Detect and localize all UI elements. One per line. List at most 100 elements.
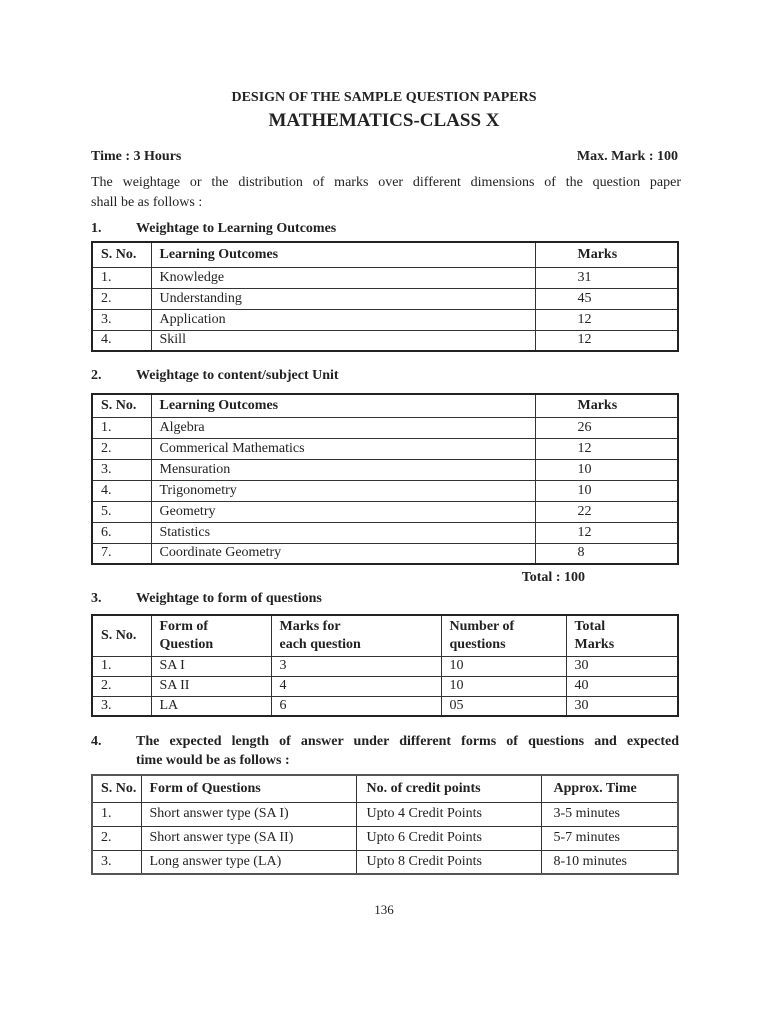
table-cell: 10 [534, 479, 679, 502]
table-row: 3. Mensuration 10 [91, 458, 679, 481]
section-3-heading: Weightage to form of questions [136, 591, 322, 606]
table-row: 1. SA I 3 10 30 [91, 655, 679, 676]
table-cell: Geometry [150, 500, 536, 523]
table-header-row: S. No. Learning Outcomes Marks [91, 241, 679, 268]
column-header: S. No. [91, 241, 152, 268]
table-row: 1. Algebra 26 [91, 416, 679, 439]
table-cell: 1. [91, 801, 142, 827]
table-cell: 6. [91, 521, 152, 544]
table-row: 3. LA 6 05 30 [91, 695, 679, 716]
total-label: Total : 100 [521, 570, 585, 585]
table-cell: Short answer type (SA I) [140, 801, 357, 827]
learning-outcomes-table: S. No. Learning Outcomes Marks 1. Knowledge 3… [91, 241, 679, 352]
table-cell: 10 [534, 458, 679, 481]
table-cell: Upto 6 Credit Points [355, 825, 542, 851]
table-cell: 05 [440, 695, 567, 716]
table-cell: 1. [91, 655, 152, 676]
table-cell: 1. [91, 266, 152, 289]
table-row: 2. Understanding 45 [91, 287, 679, 310]
table-row: 4. Skill 12 [91, 329, 679, 352]
intro-line-2: shall be as follows : [91, 195, 203, 210]
table-cell: 5-7 minutes [540, 825, 679, 851]
document-subtitle: MATHEMATICS-CLASS X [268, 110, 500, 131]
table-cell: 30 [565, 695, 679, 716]
table-cell: 2. [91, 437, 152, 460]
column-header: S. No. [91, 393, 152, 418]
column-header: S. No. [91, 774, 142, 803]
table-cell: 3-5 minutes [540, 801, 679, 827]
column-header: Form of Questions [140, 774, 357, 803]
table-cell: Upto 8 Credit Points [355, 849, 542, 875]
table-cell: Algebra [150, 416, 536, 439]
table-row: 2. SA II 4 10 40 [91, 675, 679, 696]
column-header: S. No. [91, 615, 152, 656]
table-cell: 40 [565, 675, 679, 696]
table-cell: SA II [150, 675, 272, 696]
table-cell: 3. [91, 308, 152, 331]
table-cell: 12 [534, 329, 679, 352]
table-cell: 30 [565, 655, 679, 676]
section-4-number: 4. [91, 734, 102, 749]
table-cell: 2. [91, 287, 152, 310]
table-cell: Upto 4 Credit Points [355, 801, 542, 827]
question-form-table: S. No. Form of Question Marks for each que… [91, 614, 679, 717]
table-cell: 22 [534, 500, 679, 523]
table-cell: 6 [270, 695, 442, 716]
column-header: Number of questions [440, 615, 567, 656]
table-cell: 7. [91, 542, 152, 565]
table-cell: Long answer type (LA) [140, 849, 357, 875]
table-cell: Statistics [150, 521, 536, 544]
table-cell: SA I [150, 655, 272, 676]
section-4-heading-line-2: time would be as follows : [136, 753, 290, 768]
column-header: Learning Outcomes [150, 393, 536, 418]
table-header-row: S. No. Learning Outcomes Marks [91, 393, 679, 418]
table-header-row: S. No. Form of Question Marks for each que… [91, 615, 679, 656]
table-cell: Knowledge [150, 266, 536, 289]
table-cell: 2. [91, 675, 152, 696]
column-header: Approx. Time [540, 774, 679, 803]
table-cell: Skill [150, 329, 536, 352]
column-header: Learning Outcomes [150, 241, 536, 268]
table-row: 1. Knowledge 31 [91, 266, 679, 289]
table-cell: 3. [91, 458, 152, 481]
table-cell: Trigonometry [150, 479, 536, 502]
page-number: 136 [374, 902, 394, 917]
table-cell: 8 [534, 542, 679, 565]
column-header: Marks for each question [270, 615, 442, 656]
table-cell: 12 [534, 437, 679, 460]
table-header-row: S. No. Form of Questions No. of credit poi… [91, 774, 679, 803]
table-cell: Coordinate Geometry [150, 542, 536, 565]
table-row: 4. Trigonometry 10 [91, 479, 679, 502]
table-cell: Commerical Mathematics [150, 437, 536, 460]
table-cell: 4. [91, 329, 152, 352]
column-header: Marks [534, 241, 679, 268]
table-row: 3. Long answer type (LA) Upto 8 Credit Poi… [91, 849, 679, 875]
table-cell: 31 [534, 266, 679, 289]
document-title: DESIGN OF THE SAMPLE QUESTION PAPERS [231, 90, 537, 105]
max-mark-label: Max. Mark : 100 [576, 149, 678, 164]
intro-line-1: The weightage or the distribution of mar… [91, 175, 681, 190]
table-cell: LA [150, 695, 272, 716]
table-cell: 3. [91, 849, 142, 875]
section-2-number: 2. [91, 368, 102, 383]
column-header: Total Marks [565, 615, 679, 656]
table-row: 1. Short answer type (SA I) Upto 4 Credit … [91, 801, 679, 827]
table-row: 2. Commerical Mathematics 12 [91, 437, 679, 460]
table-cell: 12 [534, 308, 679, 331]
table-cell: 45 [534, 287, 679, 310]
table-cell: 3 [270, 655, 442, 676]
section-4-heading-line-1: The expected length of answer under diff… [136, 734, 679, 749]
table-cell: 4 [270, 675, 442, 696]
table-cell: 4. [91, 479, 152, 502]
column-header: Marks [534, 393, 679, 418]
table-cell: 3. [91, 695, 152, 716]
table-row: 2. Short answer type (SA II) Upto 6 Credit… [91, 825, 679, 851]
table-row: 5. Geometry 22 [91, 500, 679, 523]
column-header: No. of credit points [355, 774, 542, 803]
answer-length-table: S. No. Form of Questions No. of credit poi… [91, 774, 679, 875]
table-row: 3. Application 12 [91, 308, 679, 331]
table-cell: Application [150, 308, 536, 331]
time-label: Time : 3 Hours [91, 149, 182, 164]
table-cell: 10 [440, 675, 567, 696]
table-cell: 8-10 minutes [540, 849, 679, 875]
